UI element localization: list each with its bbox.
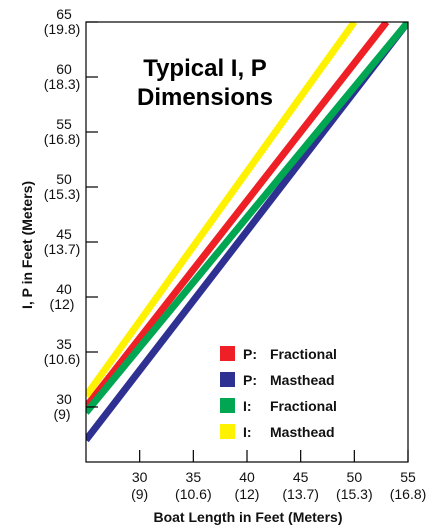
legend-swatch [220, 424, 235, 439]
legend-prefix: I: [243, 398, 252, 414]
y-tick-label: 45 [56, 226, 72, 242]
legend-item: I: Masthead [220, 424, 335, 440]
legend-item: P: Masthead [220, 372, 335, 388]
y-tick-label: 55 [56, 116, 72, 132]
y-tick-sublabel: (16.8) [44, 131, 81, 147]
legend-prefix: P: [243, 372, 257, 388]
legend-swatch [220, 372, 235, 387]
x-tick-sublabel: (10.6) [175, 486, 212, 502]
x-tick-sublabel: (12) [235, 486, 260, 502]
legend: P: Fractional P: Masthead I: Fractional … [212, 342, 362, 446]
x-tick-sublabel: (13.7) [282, 486, 319, 502]
chart-title-line-2: Dimensions [137, 84, 273, 111]
legend-prefix: I: [243, 424, 252, 440]
x-tick-label: 40 [239, 469, 255, 485]
x-tick-label: 55 [400, 469, 416, 485]
x-tick-label: 30 [132, 469, 148, 485]
y-tick-sublabel: (12) [50, 296, 75, 312]
legend-label: Fractional [270, 346, 337, 362]
y-tick-label: 60 [56, 61, 72, 77]
x-tick-label: 45 [293, 469, 309, 485]
x-tick-label: 35 [186, 469, 202, 485]
legend-label: Masthead [270, 424, 335, 440]
y-tick-sublabel: (9) [53, 406, 70, 422]
series-line [86, 22, 408, 415]
y-tick-sublabel: (15.3) [44, 186, 81, 202]
chart-title-line-1: Typical I, P [143, 55, 267, 82]
series-line [86, 22, 358, 399]
y-tick-label: 30 [56, 391, 72, 407]
legend-background [212, 342, 362, 446]
y-tick-sublabel: (18.3) [44, 76, 81, 92]
legend-swatch [220, 398, 235, 413]
series-layer [86, 22, 408, 443]
y-tick-label: 35 [56, 336, 72, 352]
y-tick-sublabel: (19.8) [44, 21, 81, 37]
y-tick-label: 50 [56, 171, 72, 187]
y-tick-label: 40 [56, 281, 72, 297]
y-tick-sublabel: (10.6) [44, 351, 81, 367]
legend-label: Masthead [270, 372, 335, 388]
x-tick-sublabel: (16.8) [390, 486, 427, 502]
x-tick-sublabel: (9) [131, 486, 148, 502]
y-axis-title: I, P in Feet (Meters) [19, 181, 35, 309]
x-tick-label: 50 [347, 469, 363, 485]
legend-prefix: P: [243, 346, 257, 362]
y-tick-sublabel: (13.7) [44, 241, 81, 257]
legend-swatch [220, 346, 235, 361]
x-axis-title: Boat Length in Feet (Meters) [153, 509, 342, 525]
legend-item: P: Fractional [220, 346, 337, 362]
y-tick-label: 65 [56, 6, 72, 22]
series-line [86, 22, 390, 410]
legend-label: Fractional [270, 398, 337, 414]
legend-item: I: Fractional [220, 398, 337, 414]
ticks-layer: 30(9)35(10.6)40(12)45(13.7)50(15.3)55(16… [44, 6, 427, 502]
x-tick-sublabel: (15.3) [336, 486, 373, 502]
